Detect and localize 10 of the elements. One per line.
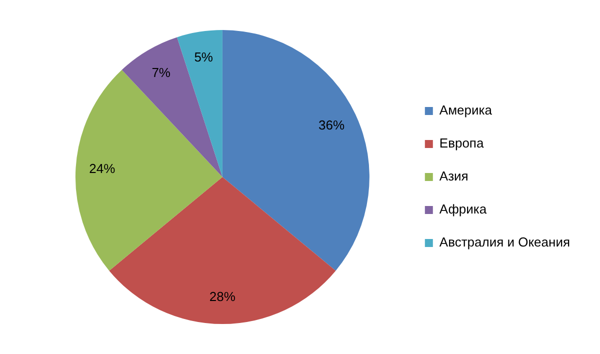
data-label: 28% (209, 289, 236, 304)
legend-label: Африка (439, 202, 488, 217)
legend-label: Америка (439, 102, 493, 118)
legend-label: Европа (439, 136, 484, 151)
data-label: 36% (318, 117, 345, 132)
data-label: 7% (152, 64, 171, 80)
legend-label: Австралия и Океания (439, 234, 570, 250)
data-label: 5% (194, 50, 214, 65)
data-label: 24% (89, 161, 116, 176)
legend-label: Азия (439, 168, 468, 184)
